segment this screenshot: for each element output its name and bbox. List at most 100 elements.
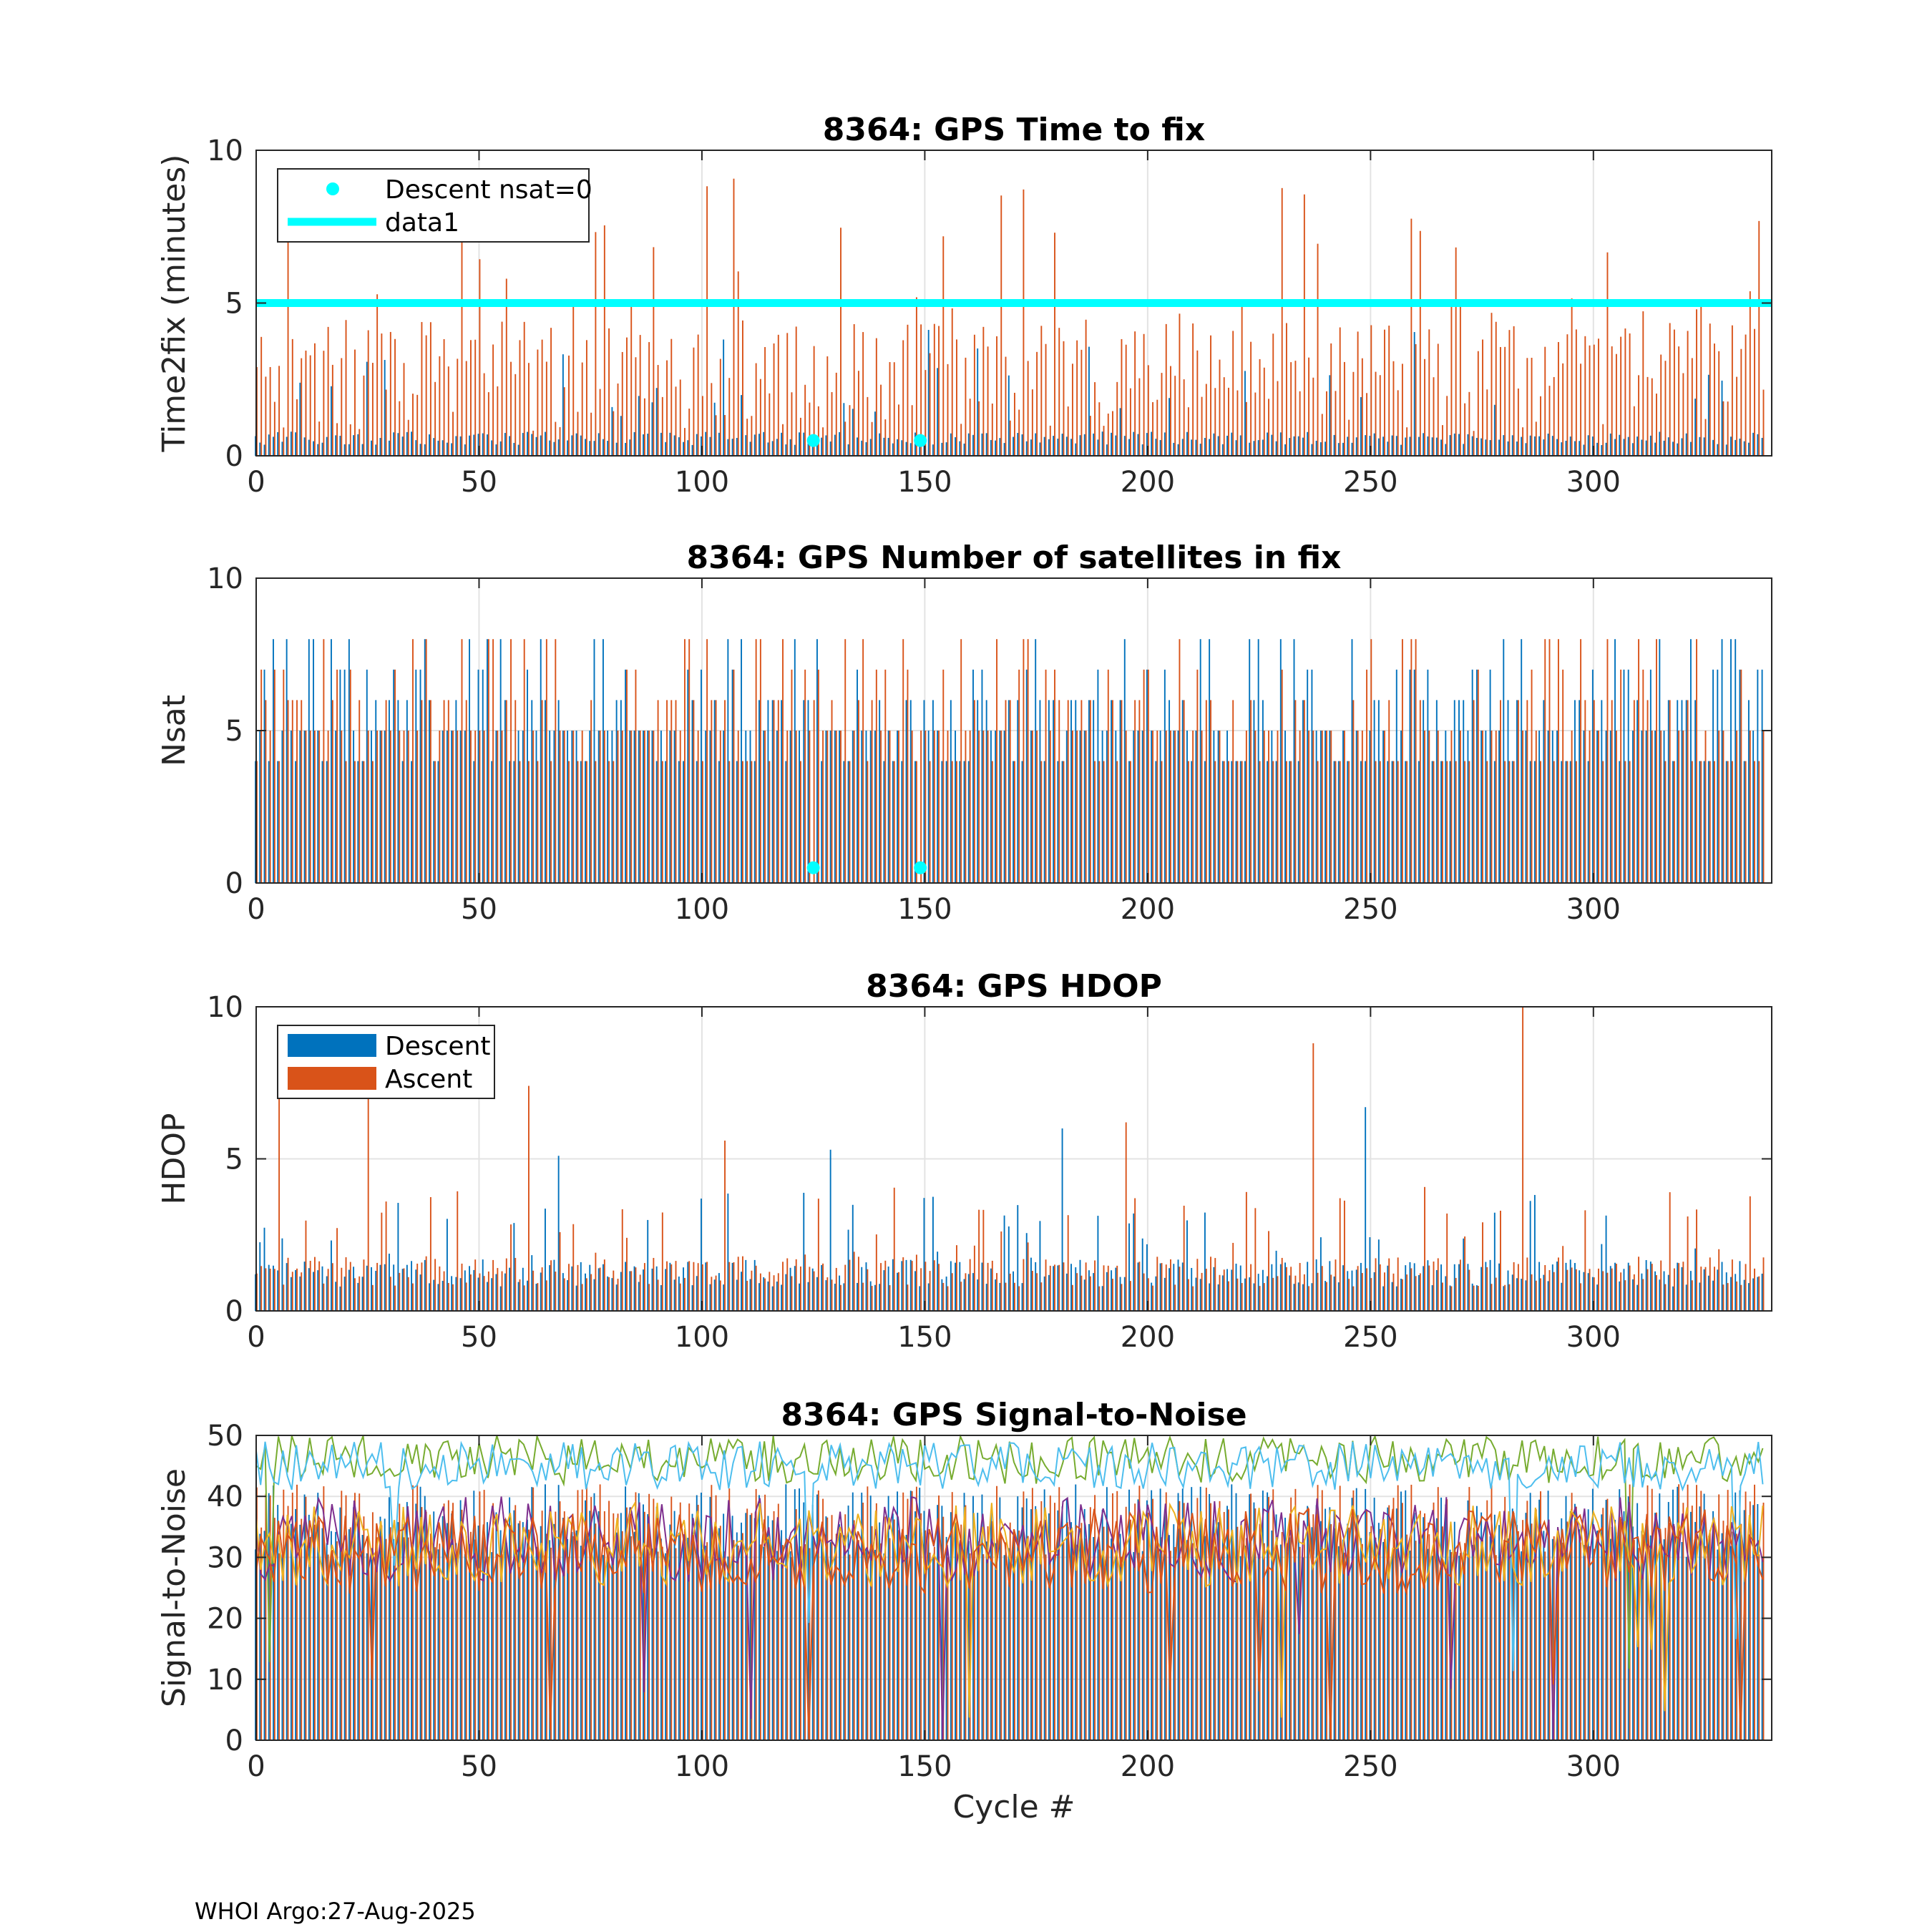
sn-ascent-bar: [385, 1538, 387, 1740]
ascent-bar: [1691, 358, 1693, 456]
y-axis-label: HDOP: [156, 1113, 192, 1204]
descent-bar: [945, 1277, 947, 1311]
ascent-bar: [1526, 1257, 1528, 1311]
descent-bar: [883, 1270, 885, 1311]
ascent-bar: [1709, 1257, 1711, 1311]
ascent-bar: [1526, 700, 1528, 883]
sn-descent-bar: [620, 1513, 622, 1740]
descent-bar: [1605, 1215, 1607, 1311]
ascent-bar: [1731, 761, 1733, 883]
descent-bar: [1516, 1278, 1518, 1311]
descent-bar: [1391, 435, 1393, 456]
descent-bar: [1319, 731, 1322, 883]
ascent-bar: [545, 1280, 547, 1311]
sn-ascent-bar: [1727, 1490, 1729, 1740]
descent-bar: [727, 1194, 729, 1311]
descent-bar: [379, 438, 381, 456]
ascent-bar: [657, 365, 659, 456]
y-axis-label: Nsat: [156, 695, 192, 766]
ascent-bar: [1071, 731, 1073, 883]
sn-descent-bar: [379, 1516, 381, 1740]
ascent-bar: [764, 1278, 766, 1311]
descent-bar: [1360, 397, 1362, 456]
descent-bar: [1739, 438, 1741, 456]
sn-descent-bar: [1525, 1513, 1527, 1740]
descent-bar: [437, 761, 439, 883]
descent-bar: [1480, 1267, 1483, 1311]
descent-bar: [1757, 434, 1759, 456]
ascent-bar: [742, 761, 743, 883]
descent-bar: [1106, 731, 1108, 883]
sn-ascent-bar: [1754, 1484, 1755, 1740]
sn-line-sat2: [255, 1440, 1764, 1672]
descent-bar: [1516, 441, 1518, 456]
descent-bar: [273, 436, 274, 456]
descent-bar: [1645, 731, 1647, 883]
descent-bar: [879, 700, 881, 883]
ascent-bar: [1063, 761, 1065, 883]
ascent-bar: [737, 271, 739, 456]
sn-descent-bar: [1204, 1536, 1206, 1740]
descent-bar: [932, 1196, 934, 1311]
ascent-bar: [301, 700, 303, 883]
ascent-bar: [1531, 357, 1533, 456]
ascent-bar: [862, 1282, 864, 1311]
descent-bar: [1097, 669, 1099, 883]
descent-bar: [1315, 731, 1317, 883]
sn-descent-bar: [629, 1507, 631, 1740]
descent-bar: [923, 700, 925, 883]
descent-bar: [388, 1254, 390, 1311]
sn-ascent-bar: [1205, 1488, 1207, 1740]
sn-descent-bar: [1267, 1492, 1269, 1740]
ascent-bar: [1535, 1280, 1537, 1311]
descent-bar: [602, 1264, 604, 1311]
ascent-bar: [603, 225, 605, 456]
descent-bar: [1075, 1267, 1077, 1311]
ascent-bar: [679, 379, 681, 456]
sn-descent-bar: [892, 1513, 894, 1740]
sn-descent-bar: [718, 1528, 720, 1740]
sn-ascent-bar: [1228, 1509, 1229, 1740]
ascent-bar: [679, 731, 681, 883]
descent-bar: [335, 1282, 337, 1311]
sn-ascent-bar: [1700, 1491, 1702, 1740]
descent-bar: [259, 1242, 261, 1311]
ascent-bar: [416, 731, 419, 883]
descent-bar: [1231, 761, 1233, 883]
sn-descent-bar: [1757, 1503, 1759, 1740]
descent-bar: [789, 731, 791, 883]
descent-bar: [1463, 700, 1465, 883]
ascent-bar: [497, 386, 499, 456]
descent-bar: [941, 442, 943, 456]
ascent-bar: [956, 1245, 957, 1311]
descent-bar: [1395, 669, 1397, 883]
sn-descent-bar: [1725, 1532, 1727, 1740]
sn-ascent-bar: [1540, 1491, 1541, 1740]
descent-bar: [1409, 1262, 1411, 1311]
ascent-bar: [1522, 1007, 1524, 1311]
ascent-bar: [1464, 1236, 1466, 1311]
descent-bar: [393, 1264, 395, 1311]
ascent-bar: [1566, 334, 1568, 456]
descent-bar: [905, 441, 907, 456]
descent-bar: [638, 396, 640, 456]
ascent-bar: [1317, 243, 1319, 456]
descent-bar: [384, 360, 386, 456]
ascent-bar: [1687, 331, 1689, 456]
ascent-bar: [915, 1254, 917, 1311]
descent-bar: [1614, 639, 1616, 883]
sn-ascent-bar: [688, 1503, 691, 1740]
descent-bar: [469, 639, 471, 883]
ascent-bar: [630, 302, 633, 456]
sn-descent-bar: [1231, 1484, 1233, 1740]
ascent-bar: [1138, 700, 1141, 883]
ascent-bar: [1299, 391, 1301, 456]
ascent-bar: [483, 373, 485, 456]
descent-bar: [1151, 1282, 1153, 1311]
ascent-bar: [1308, 357, 1310, 456]
ascent-bar: [1156, 399, 1158, 456]
ascent-bar: [1281, 187, 1283, 456]
ascent-bar: [425, 639, 427, 883]
descent-bar: [1516, 700, 1518, 883]
descent-bar: [1061, 1128, 1063, 1311]
